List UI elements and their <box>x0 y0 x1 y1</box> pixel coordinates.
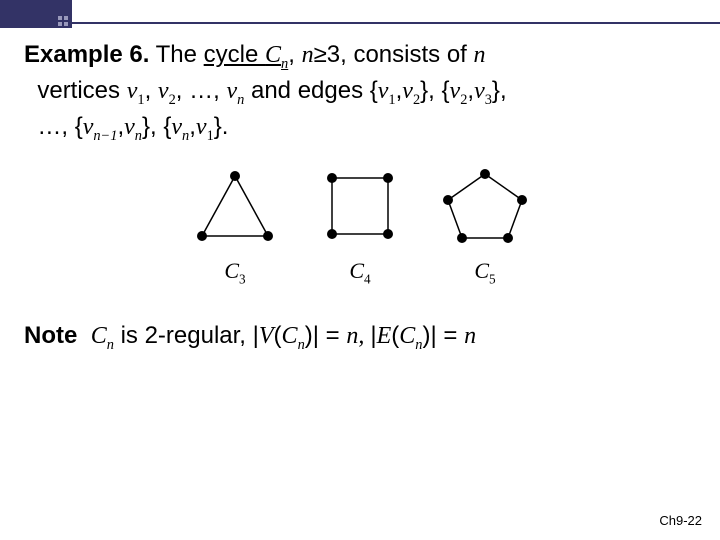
accent-dots <box>58 16 68 26</box>
accent-block <box>0 0 72 28</box>
ev4: v <box>474 78 485 104</box>
example-paragraph: Example 6. The cycle Cn, n≥3, consists o… <box>24 38 696 146</box>
v2: v <box>158 78 169 104</box>
graph-c3-svg <box>190 166 280 246</box>
example-label: Example 6. <box>24 41 149 68</box>
vp1: | = <box>313 322 347 349</box>
pc1: ) <box>305 322 313 349</box>
c4: , <box>428 77 441 104</box>
eqn2: n <box>464 323 476 349</box>
c5: , <box>61 113 74 140</box>
cycle-C: C <box>265 42 281 68</box>
diagram-c3: C3 <box>190 166 280 289</box>
ec4: } <box>214 113 222 140</box>
es5: n−1 <box>93 128 117 144</box>
note-reg: is 2-regular, <box>114 322 253 349</box>
diagram-c4: C4 <box>320 166 400 289</box>
ev2: v <box>402 78 413 104</box>
cycle-word: cycle <box>204 41 265 68</box>
three: 3 <box>327 41 340 68</box>
note-n: n <box>107 337 114 353</box>
ell2: … <box>37 113 61 140</box>
vp2: | = <box>430 322 464 349</box>
note-E: E <box>377 323 392 349</box>
note-V: V <box>259 323 274 349</box>
note-C: C <box>91 323 107 349</box>
c2: , <box>176 77 189 104</box>
sub1: 1 <box>137 92 144 108</box>
vn: v <box>226 78 237 104</box>
note-C3: C <box>399 323 415 349</box>
text-pre: The <box>149 41 203 68</box>
diagrams-row: C3 C4 C5 <box>24 166 696 289</box>
ev7: v <box>171 114 182 140</box>
content-body: Example 6. The cycle Cn, n≥3, consists o… <box>0 28 720 355</box>
eo1: { <box>370 77 378 104</box>
ev1: v <box>378 78 389 104</box>
diagram-c5: C5 <box>440 166 530 289</box>
label-c4: C4 <box>349 256 370 289</box>
ev8: v <box>196 114 207 140</box>
es8: 1 <box>207 128 214 144</box>
comma1: , <box>288 41 301 68</box>
label-c3: C3 <box>224 256 245 289</box>
line2-mid: and edges <box>244 77 369 104</box>
n-var2: n <box>474 42 486 68</box>
eo2: { <box>442 77 450 104</box>
eo3: { <box>75 113 83 140</box>
sub2: 2 <box>169 92 176 108</box>
graph-c4-svg <box>320 166 400 246</box>
graph-c5-svg <box>440 166 530 246</box>
ev5: v <box>83 114 94 140</box>
v1: v <box>127 78 138 104</box>
ge: ≥ <box>314 41 327 68</box>
text-mid: , consists of <box>340 41 473 68</box>
header-bar <box>0 0 720 28</box>
eqn1: n, <box>346 323 370 349</box>
es1: 1 <box>388 92 395 108</box>
n-var: n <box>302 42 314 68</box>
ev6: v <box>124 114 135 140</box>
header-line <box>72 0 720 24</box>
ec2: } <box>492 77 500 104</box>
ell1: … <box>189 77 213 104</box>
es4: 3 <box>485 92 492 108</box>
c1: , <box>145 77 158 104</box>
es3: 2 <box>460 92 467 108</box>
c3: , <box>213 77 226 104</box>
ec3: } <box>142 113 150 140</box>
line2-pre: vertices <box>37 77 126 104</box>
c6: , <box>150 113 163 140</box>
label-c5: C5 <box>474 256 495 289</box>
dot: . <box>222 113 229 140</box>
note-line: Note Cn is 2-regular, |V(Cn)| = n, |E(Cn… <box>24 319 696 355</box>
es6: n <box>135 128 142 144</box>
note-n2: n <box>298 337 305 353</box>
note-label: Note <box>24 322 77 349</box>
ev3: v <box>450 78 461 104</box>
note-C2: C <box>282 323 298 349</box>
footer-pagenum: Ch9-22 <box>659 513 702 528</box>
po1: ( <box>274 322 282 349</box>
ec1: } <box>420 77 428 104</box>
es7: n <box>182 128 189 144</box>
